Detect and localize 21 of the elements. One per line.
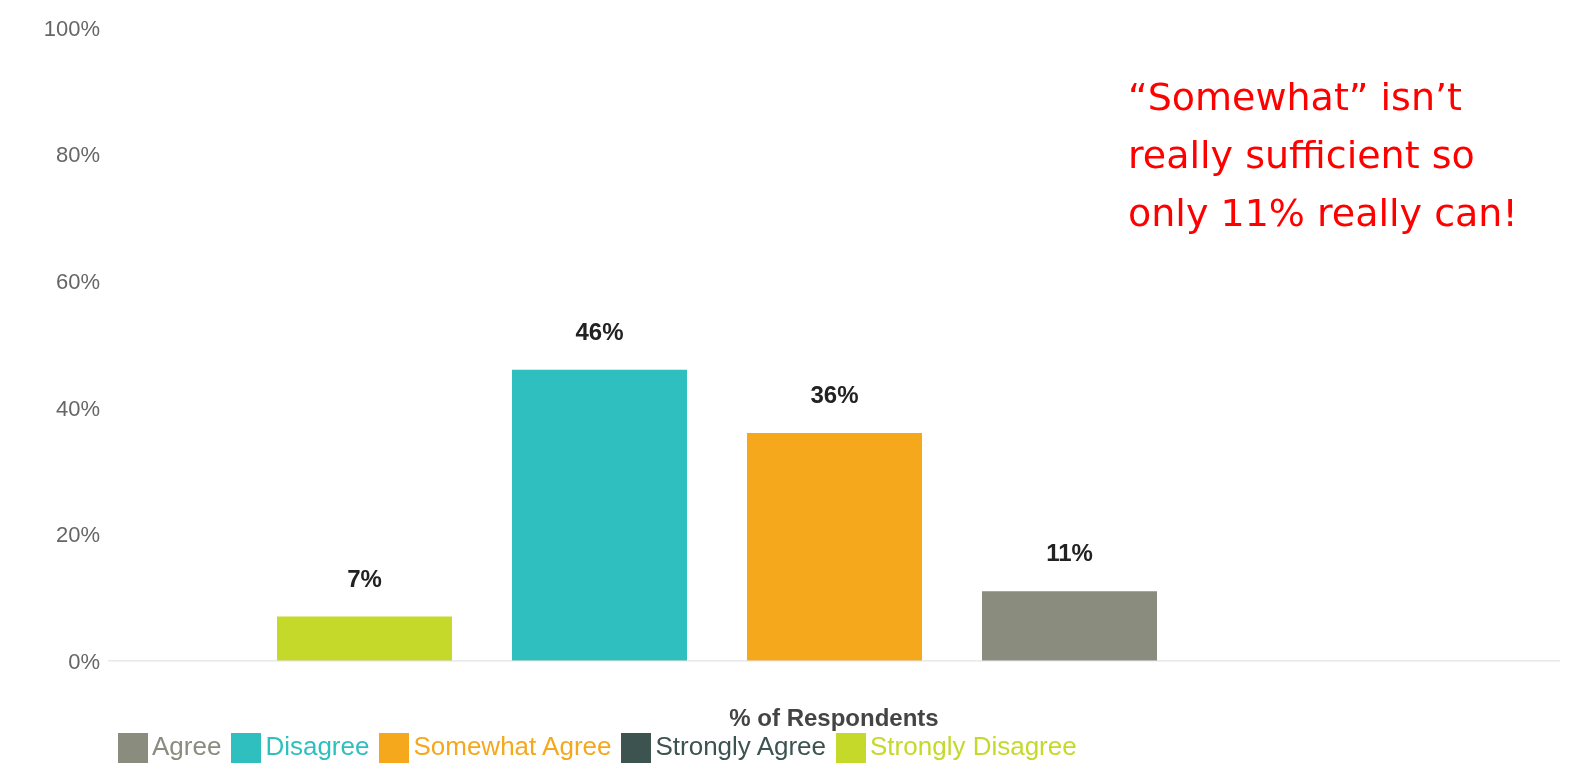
annotation: “Somewhat” isn’t really sufficient so only 11% really can! bbox=[1128, 74, 1519, 237]
y-tick-label: 80% bbox=[55, 142, 100, 168]
bar bbox=[277, 616, 452, 661]
data-label: 46% bbox=[575, 317, 624, 345]
bar bbox=[982, 591, 1157, 661]
bar bbox=[747, 433, 922, 661]
legend-label: Somewhat Agree bbox=[413, 730, 612, 761]
legend-label: Agree bbox=[152, 730, 222, 761]
legend-label: Disagree bbox=[265, 730, 370, 761]
y-tick-label: 20% bbox=[55, 522, 100, 548]
x-axis-title: % of Respondents bbox=[729, 703, 939, 731]
y-tick-label: 60% bbox=[55, 268, 100, 294]
bar bbox=[512, 369, 687, 661]
y-tick-label: 0% bbox=[68, 648, 100, 674]
y-tick-label: 100% bbox=[43, 15, 100, 41]
data-label: 36% bbox=[810, 381, 859, 409]
legend-label: Strongly Disagree bbox=[870, 730, 1077, 761]
data-label: 11% bbox=[1046, 539, 1093, 567]
legend-label: Strongly Agree bbox=[655, 730, 827, 761]
y-tick-label: 40% bbox=[55, 395, 100, 421]
data-label: 7% bbox=[347, 564, 382, 592]
